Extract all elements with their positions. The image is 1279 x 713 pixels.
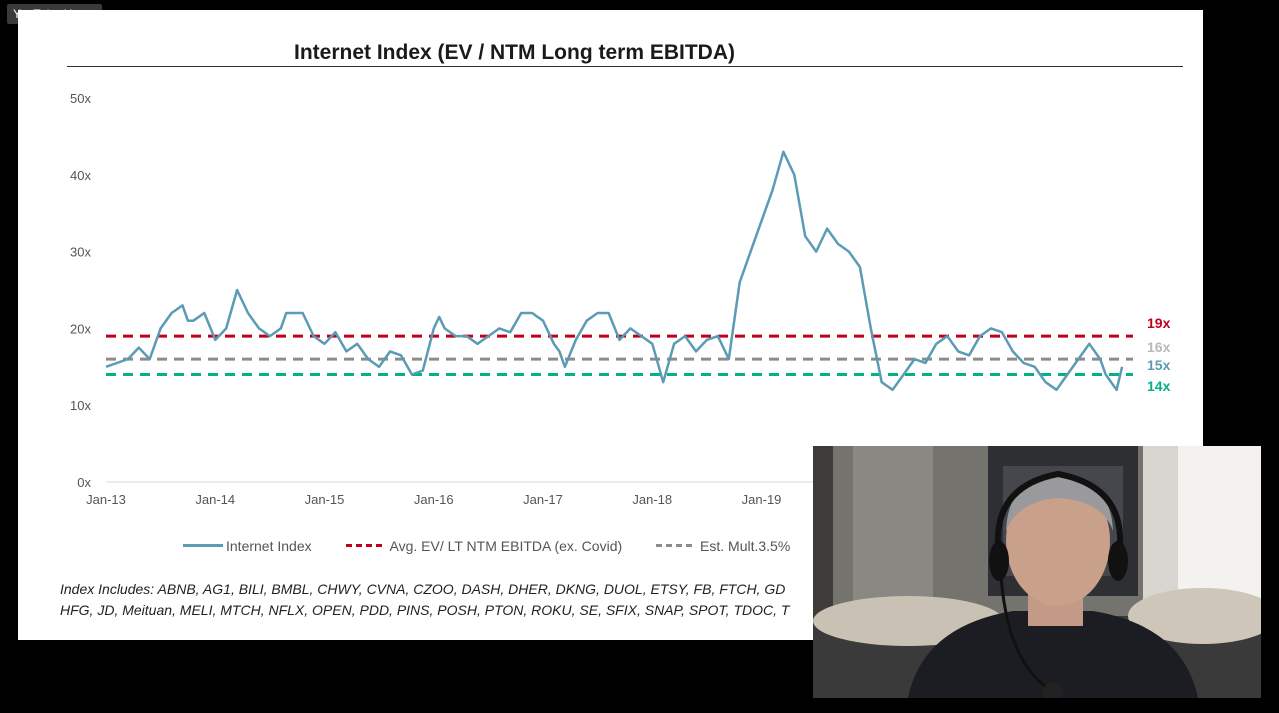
legend-label-avg: Avg. EV/ LT NTM EBITDA (ex. Covid) [389, 537, 623, 554]
webcam-overlay [813, 446, 1261, 698]
x-tick-label: Jan-16 [414, 492, 454, 507]
x-tick-label: Jan-18 [632, 492, 672, 507]
end-label: 16x [1147, 339, 1171, 355]
title-divider [67, 66, 1183, 67]
chart-legend: Internet Index Avg. EV/ LT NTM EBITDA (e… [183, 534, 820, 554]
presenter-video-image [813, 446, 1261, 698]
chart-title: Internet Index (EV / NTM Long term EBITD… [293, 41, 735, 64]
legend-label-internet-index: Internet Index [226, 537, 312, 554]
footnote-line-2: HFG, JD, Meituan, MELI, MTCH, NFLX, OPEN… [60, 602, 790, 618]
x-tick-label: Jan-17 [523, 492, 563, 507]
legend-est: Est. Mult.3.5% [656, 538, 790, 554]
legend-swatch-est [656, 544, 693, 547]
legend-label-est: Est. Mult.3.5% [700, 537, 791, 554]
end-label: 15x [1147, 357, 1171, 373]
y-tick-label: 30x [70, 245, 91, 260]
legend-internet-index: Internet Index [183, 538, 312, 554]
series-line-internet-index [105, 150, 1124, 392]
x-tick-label: Jan-15 [305, 492, 345, 507]
chart-plot: 0x 10x 20x 30x 40x 50x Jan-13 Jan-14 Jan-15 Jan-1… [70, 91, 1171, 507]
index-footnote: Index Includes: ABNB, AG1, BILI, BMBL, C… [60, 579, 789, 621]
x-tick-label: Jan-13 [86, 492, 126, 507]
legend-avg: Avg. EV/ LT NTM EBITDA (ex. Covid) [345, 537, 623, 554]
x-tick-label: Jan-14 [195, 492, 235, 507]
y-tick-label: 0x [77, 475, 91, 490]
y-tick-label: 40x [70, 168, 91, 183]
footnote-line-1: Index Includes: ABNB, AG1, BILI, BMBL, C… [60, 581, 786, 597]
x-tick-label: Jan-19 [742, 492, 782, 507]
legend-swatch-avg [345, 544, 382, 547]
y-tick-label: 50x [70, 91, 91, 106]
end-label: 19x [1147, 315, 1171, 331]
end-label: 14x [1147, 378, 1171, 394]
y-tick-label: 10x [70, 398, 91, 413]
y-tick-label: 20x [70, 321, 91, 336]
legend-swatch-internet-index [183, 544, 223, 547]
